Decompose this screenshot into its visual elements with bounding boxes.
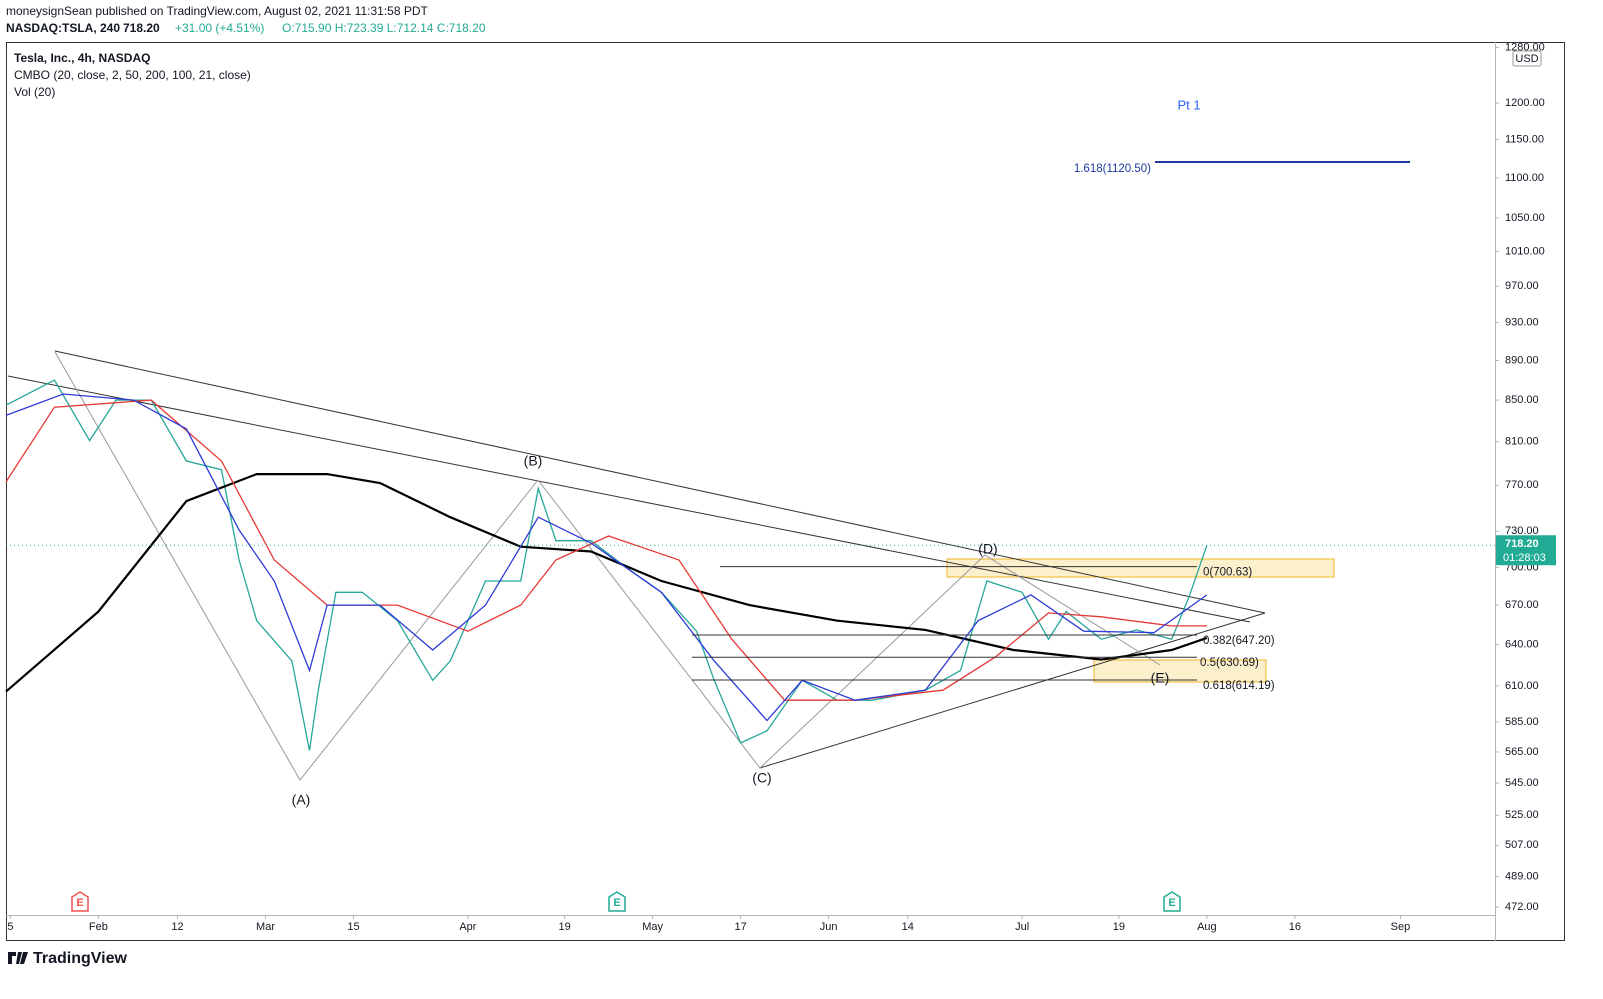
countdown: 01:28:03 — [1503, 552, 1546, 564]
y-tick-label: 525.00 — [1505, 809, 1539, 821]
y-tick-label: 770.00 — [1505, 479, 1539, 491]
price-line — [5, 399, 1207, 701]
fib-label: 0.382(647.20) — [1203, 635, 1275, 647]
logo — [8, 952, 28, 964]
x-tick-label: 19 — [559, 921, 571, 933]
brand: TradingView — [33, 950, 128, 967]
x-tick-label: May — [642, 921, 663, 933]
earnings-label: E — [613, 897, 620, 909]
last-price: 718.20 — [1505, 538, 1539, 550]
header-price: 718.20 — [123, 21, 160, 35]
wave-label: (D) — [978, 541, 997, 557]
y-tick-label: 890.00 — [1505, 354, 1539, 366]
trendline — [7, 375, 1251, 623]
y-tick-label: 670.00 — [1505, 599, 1539, 611]
y-tick-label: 610.00 — [1505, 680, 1539, 692]
x-tick-label: 14 — [902, 921, 914, 933]
trendline — [54, 350, 1266, 614]
fib-label: 0(700.63) — [1203, 567, 1252, 579]
earnings-label: E — [1168, 897, 1175, 909]
earnings-badge — [1163, 891, 1181, 912]
symbol: NASDAQ:TSLA, 240 — [6, 21, 120, 35]
publisher: moneysignSean published on TradingView.c… — [6, 4, 429, 18]
y-tick-label: 1150.00 — [1505, 134, 1544, 146]
x-tick-label: Sep — [1391, 921, 1411, 933]
y-tick-label: 810.00 — [1505, 436, 1539, 448]
y-tick-label: 565.00 — [1505, 746, 1539, 758]
y-tick-label: 730.00 — [1505, 525, 1539, 537]
y-tick-label: 489.00 — [1505, 870, 1539, 882]
y-tick-label: 930.00 — [1505, 316, 1539, 328]
x-tick-label: Aug — [1197, 921, 1217, 933]
zone — [946, 558, 1335, 578]
earnings-label: E — [76, 897, 83, 909]
currency: USD — [1515, 53, 1538, 65]
y-tick-label: 1050.00 — [1505, 212, 1545, 224]
y-tick-label: 850.00 — [1505, 394, 1539, 406]
x-tick-label: 12 — [171, 921, 183, 933]
y-tick-label: 970.00 — [1505, 280, 1539, 292]
y-tick-label: 507.00 — [1505, 839, 1539, 851]
x-tick-label: 19 — [1113, 921, 1125, 933]
header-change: +31.00 (+4.51%) — [175, 21, 264, 35]
y-tick-label: 545.00 — [1505, 777, 1539, 789]
legend-volume: Vol (20) — [14, 85, 55, 99]
x-tick-label: 16 — [1289, 921, 1301, 933]
target-label: Pt 1 — [1177, 97, 1200, 112]
y-tick-label: 1010.00 — [1505, 245, 1545, 257]
last-price-box — [1496, 535, 1556, 566]
frame — [6, 42, 1565, 941]
wave-path — [54, 351, 1161, 781]
x-tick-label: Jul — [1015, 921, 1029, 933]
wave-label: (A) — [292, 792, 311, 808]
fib-label: 0.5(630.69) — [1200, 657, 1259, 669]
fib-label: 1.618(1120.50) — [1074, 163, 1151, 175]
earnings-badge — [71, 891, 89, 912]
price-line — [5, 393, 1208, 722]
wave-label: (C) — [752, 770, 771, 786]
legend-indicator: CMBO (20, close, 2, 50, 200, 100, 21, cl… — [14, 68, 251, 82]
x-tick-label: Feb — [89, 921, 108, 933]
drawings — [7, 350, 1335, 781]
y-tick-label: 1280.00 — [1505, 41, 1545, 53]
x-tick-label: 17 — [734, 921, 746, 933]
x-tick-label: 5 — [7, 921, 13, 933]
y-tick-label: 1100.00 — [1505, 172, 1544, 184]
x-tick-label: 15 — [347, 921, 359, 933]
currency-box — [1512, 50, 1542, 67]
wave-label: (B) — [524, 453, 543, 469]
price-line — [5, 379, 1208, 751]
y-tick-label: 472.00 — [1505, 901, 1539, 913]
earnings-badge — [608, 891, 626, 912]
price-line — [5, 473, 1208, 693]
y-tick-label: 640.00 — [1505, 638, 1539, 650]
header-ohlc: O:715.90 H:723.39 L:712.14 C:718.20 — [282, 21, 486, 35]
trendline — [759, 612, 1266, 769]
x-tick-label: Jun — [820, 921, 838, 933]
fib-label: 0.618(614.19) — [1203, 680, 1275, 692]
x-tick-label: Mar — [256, 921, 275, 933]
y-tick-label: 1200.00 — [1505, 97, 1545, 109]
zone — [1093, 659, 1267, 683]
legend-title: Tesla, Inc., 4h, NASDAQ — [14, 51, 150, 65]
plot — [5, 379, 1208, 751]
wave-label: (E) — [1151, 670, 1170, 686]
y-tick-label: 585.00 — [1505, 716, 1539, 728]
x-tick-label: Apr — [459, 921, 476, 933]
